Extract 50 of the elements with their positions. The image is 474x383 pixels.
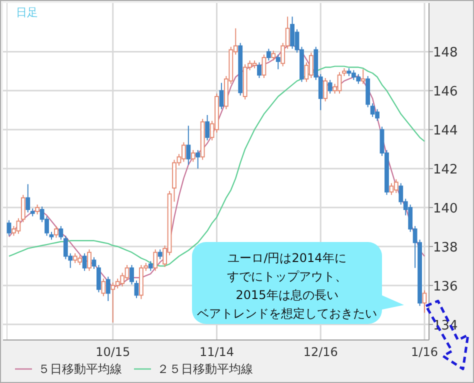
candlestick (190, 150, 196, 162)
candlestick (153, 248, 158, 272)
x-tick-label: 1/16 (411, 345, 438, 359)
line-series (8, 66, 426, 267)
y-tick-label: 136 (433, 279, 458, 294)
candlestick (219, 82, 224, 110)
annotation: ベアトレンドを想定しておきたい (197, 306, 377, 320)
candlestick (360, 68, 366, 84)
candlestick (266, 48, 271, 61)
candlestick (106, 276, 110, 302)
candlestick (26, 184, 30, 213)
x-tick-label: 12/16 (303, 345, 338, 359)
y-tick-label: 142 (433, 162, 458, 178)
candlestick (20, 194, 26, 223)
candlestick (58, 226, 64, 240)
chart-title: 日足 (16, 6, 38, 19)
legend-label: ２５日移動平均線 (157, 362, 253, 376)
candlestick (130, 264, 134, 285)
candlestick (134, 280, 139, 299)
y-tick-label: 140 (433, 202, 458, 217)
candlestick (54, 226, 58, 238)
candlestick (35, 204, 40, 215)
y-tick-label: 144 (433, 124, 458, 139)
candlestick (6, 220, 12, 236)
candlestick (328, 79, 332, 94)
annotation: ユーロ/円は2014年に (228, 251, 346, 265)
annotation: 2015年は息の長い (236, 288, 338, 302)
candlestick (82, 252, 87, 272)
candlestick (92, 256, 96, 270)
x-tick-label: 11/14 (199, 345, 234, 359)
y-tick-label: 146 (433, 84, 458, 100)
annotation: すでにトップアウト、 (227, 270, 347, 284)
legend-label: ５日移動平均線 (38, 362, 122, 376)
candlestick (323, 77, 328, 102)
candlestick (101, 278, 106, 297)
candlestick (196, 150, 200, 170)
candlestick (308, 52, 314, 78)
candlestick (257, 62, 262, 78)
candlestick (148, 260, 153, 272)
candlestick (205, 114, 210, 141)
candlestick (262, 54, 266, 78)
candlestick (96, 264, 101, 293)
candlestick (87, 248, 92, 272)
y-tick-label: 138 (433, 240, 458, 256)
y-tick-label: 148 (433, 46, 458, 61)
x-tick-label: 10/15 (96, 345, 130, 359)
candlestick (276, 54, 280, 70)
candlestick (271, 50, 276, 61)
candlestick (186, 125, 191, 166)
candlestick (158, 248, 162, 260)
